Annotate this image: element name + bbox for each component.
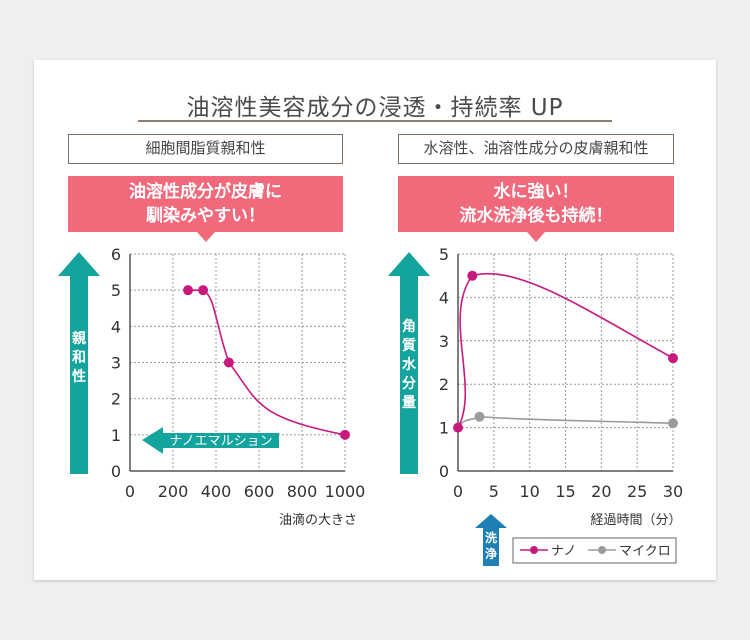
- y-tick-label: 4: [439, 288, 449, 307]
- left-banner: 油溶性成分が皮膚に 馴染みやすい！: [68, 176, 343, 242]
- left-data-point: [223, 357, 234, 368]
- right-moisture-arrow: [388, 252, 430, 474]
- left-arrow-char-0: 親: [72, 330, 86, 347]
- left-banner-line1: 油溶性成分が皮膚に: [129, 182, 282, 202]
- legend-nano-marker: [530, 546, 538, 554]
- x-tick-label: 25: [627, 482, 647, 501]
- left-arrow-char-2: 性: [72, 368, 86, 385]
- left-data-point: [198, 285, 209, 296]
- micro-series-line: [457, 415, 674, 429]
- left-affinity-arrow: [58, 252, 100, 474]
- x-tick-label: 30: [663, 482, 683, 501]
- nano-data-point: [467, 270, 478, 281]
- legend: ナノ マイクロ: [512, 537, 677, 564]
- legend-micro-marker: [598, 546, 606, 554]
- nano-data-point: [668, 353, 678, 364]
- right-banner-line2: 流水洗浄後も持続！: [459, 206, 613, 226]
- y-tick-label: 1: [439, 419, 449, 438]
- left-chart-header: 細胞間脂質親和性: [68, 134, 343, 164]
- left-data-point: [183, 285, 194, 296]
- left-x-tick-labels: 0 200 400 600 800 1000: [125, 482, 365, 501]
- right-grid: [458, 253, 674, 471]
- y-tick-label: 5: [439, 245, 449, 264]
- right-arrow-char-3: 分: [402, 376, 416, 392]
- left-y-tick-labels: 0 1 2 3 4 5 6: [111, 245, 121, 481]
- wash-arrow: [475, 514, 507, 566]
- y-tick-label: 4: [111, 317, 121, 336]
- right-arrow-char-2: 水: [402, 356, 417, 373]
- y-tick-label: 1: [111, 426, 121, 445]
- right-x-tick-labels: 0 5 10 15 20 25 30: [453, 482, 683, 501]
- y-tick-label: 6: [111, 245, 121, 264]
- legend-nano-label: ナノ: [551, 544, 576, 559]
- nano-emulsion-arrow: [142, 427, 279, 454]
- left-banner-pointer: [196, 232, 215, 242]
- left-series-points: [183, 285, 350, 440]
- y-tick-label: 2: [439, 375, 449, 394]
- y-tick-label: 3: [439, 332, 449, 351]
- left-arrow-char-1: 和: [72, 350, 86, 366]
- wash-char-0: 洗: [485, 530, 497, 545]
- nano-data-point: [453, 422, 463, 433]
- x-tick-label: 200: [158, 482, 189, 501]
- y-tick-label: 0: [111, 462, 121, 481]
- x-tick-label: 15: [555, 482, 575, 501]
- right-arrow-char-4: 量: [402, 395, 416, 411]
- x-tick-label: 10: [519, 482, 539, 501]
- x-tick-label: 0: [125, 482, 135, 501]
- nano-emulsion-label: ナノエマルション: [169, 434, 272, 449]
- title-underline: [138, 120, 612, 122]
- right-banner-pointer: [527, 232, 545, 242]
- y-tick-label: 3: [111, 354, 121, 373]
- x-tick-label: 1000: [325, 482, 366, 501]
- y-tick-label: 2: [111, 390, 121, 409]
- x-tick-label: 5: [489, 482, 499, 501]
- micro-data-point: [474, 411, 485, 422]
- right-y-tick-labels: 0 1 2 3 4 5: [439, 245, 449, 481]
- right-axes: [457, 254, 673, 472]
- left-data-point: [340, 429, 350, 440]
- micro-data-point: [668, 418, 678, 429]
- right-banner: 水に強い！ 流水洗浄後も持続！: [398, 176, 674, 242]
- x-tick-label: 800: [287, 482, 318, 501]
- right-x-axis-label: 経過時間（分）: [590, 513, 681, 528]
- legend-micro-label: マイクロ: [619, 544, 671, 559]
- y-tick-label: 5: [111, 281, 121, 300]
- x-tick-label: 600: [244, 482, 275, 501]
- x-tick-label: 400: [201, 482, 232, 501]
- x-tick-label: 20: [591, 482, 611, 501]
- right-banner-line1: 水に強い！: [493, 182, 579, 202]
- right-chart-header: 水溶性、油溶性成分の皮膚親和性: [398, 134, 674, 164]
- left-banner-line2: 馴染みやすい！: [146, 206, 265, 226]
- y-tick-label: 0: [439, 462, 449, 481]
- right-arrow-char-0: 角: [402, 318, 416, 335]
- right-series-points: [453, 270, 678, 433]
- left-x-axis-label: 油滴の大きさ: [279, 512, 357, 528]
- x-tick-label: 0: [453, 482, 463, 501]
- left-axes: [129, 254, 345, 472]
- main-title: 油溶性美容成分の浸透・持続率 UP: [186, 95, 564, 121]
- right-arrow-char-1: 質: [402, 337, 416, 354]
- wash-char-1: 浄: [485, 546, 497, 561]
